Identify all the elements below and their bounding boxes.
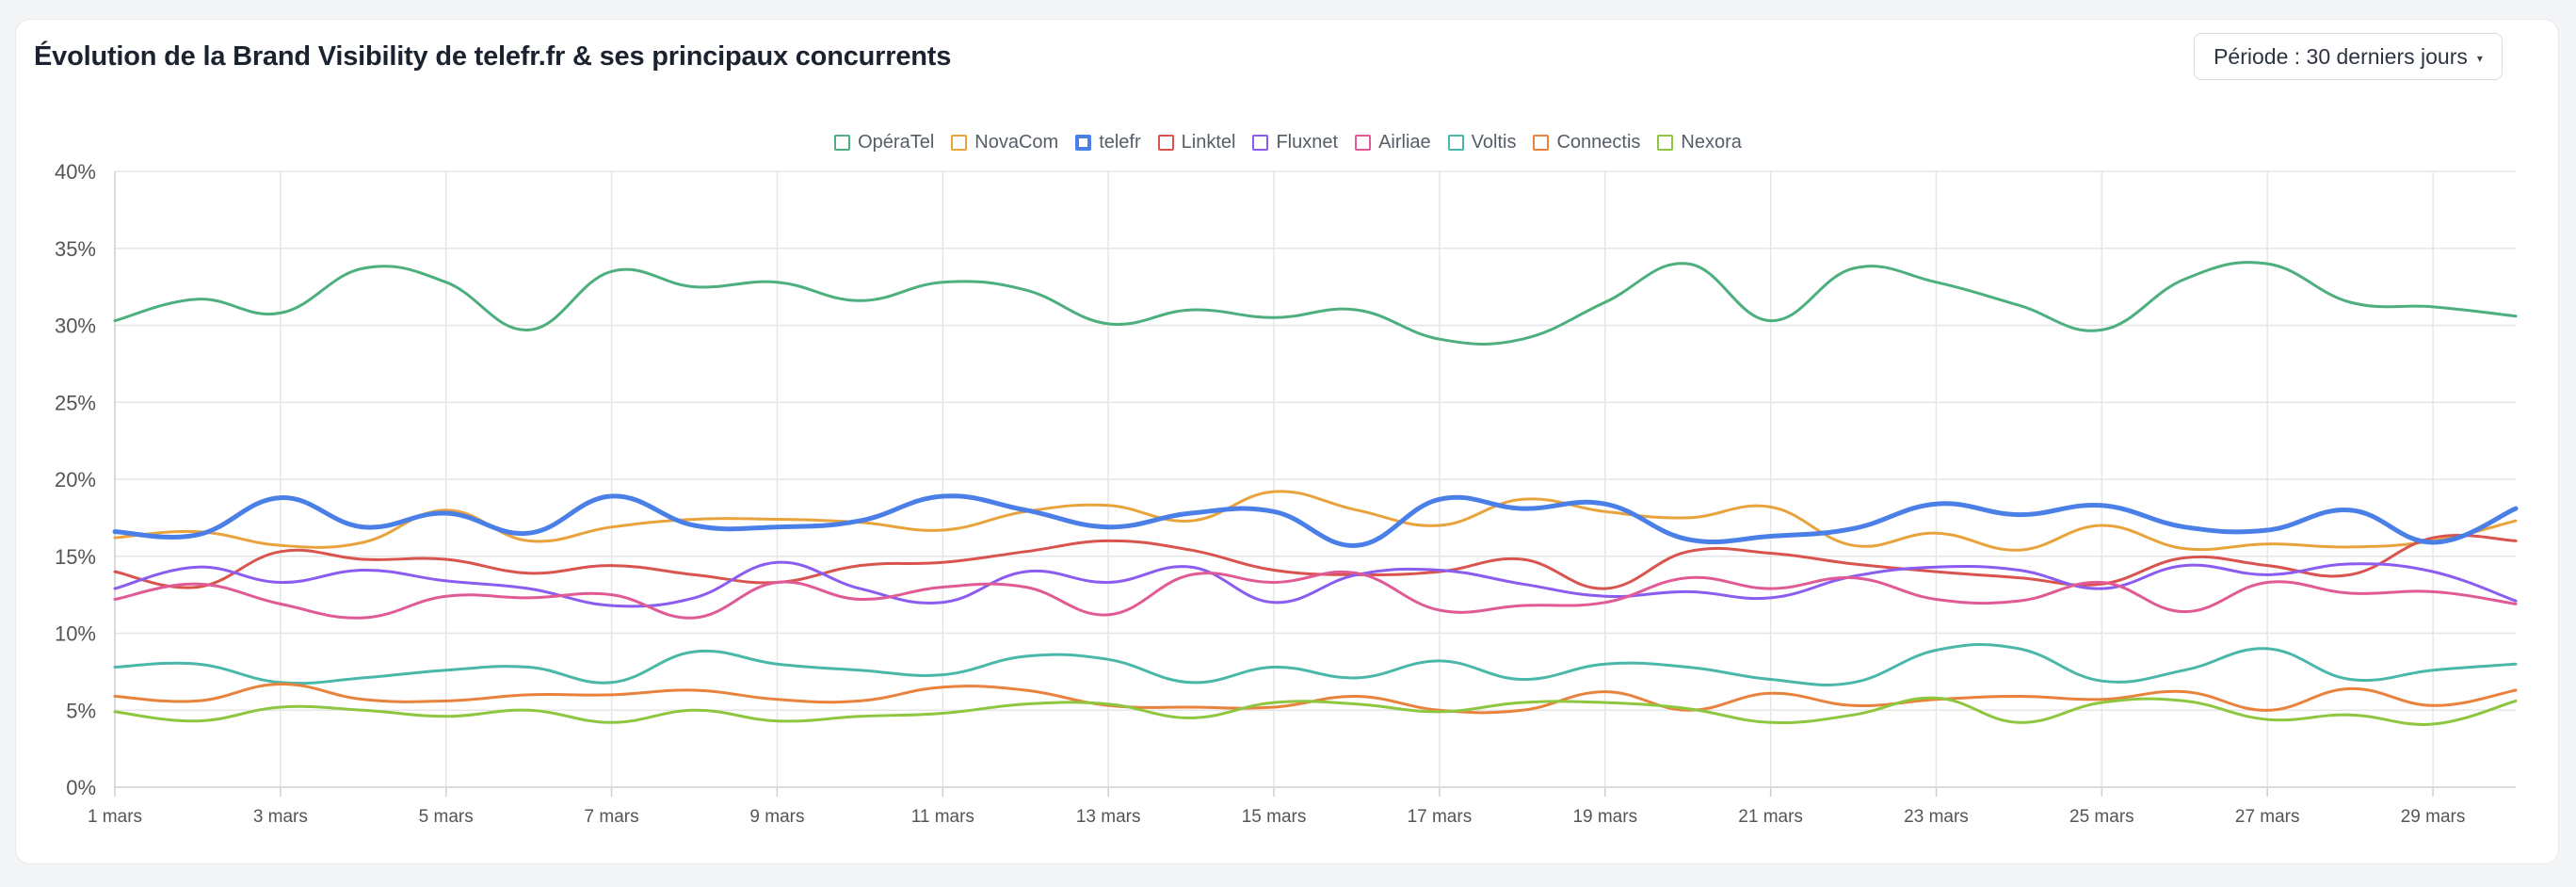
legend-swatch [1657,135,1674,151]
period-dropdown[interactable]: Période : 30 derniers jours ▾ [2194,33,2503,80]
legend-label: NovaCom [974,132,1059,153]
legend-label: Fluxnet [1276,132,1339,153]
legend-item-linktel[interactable]: Linktel [1157,132,1236,153]
series-line-voltis [113,643,2518,686]
legend-item-voltis[interactable]: Voltis [1447,132,1517,153]
legend-label: OpéraTel [858,132,935,153]
legend-swatch [1533,135,1550,151]
y-tick-label: 25% [55,391,96,414]
legend-item-airliae[interactable]: Airliae [1355,132,1431,153]
x-tick-label: 29 mars [2401,807,2466,827]
x-tick-label: 15 mars [1242,807,1307,827]
chevron-down-icon: ▾ [2476,51,2483,65]
legend-label: Airliae [1378,132,1431,153]
y-tick-label: 0% [66,776,96,799]
legend-swatch [1075,135,1092,151]
chart-card [15,19,2559,864]
y-tick-label: 5% [66,699,96,722]
legend-swatch [1355,135,1372,151]
legend-label: Connectis [1556,132,1641,153]
y-tick-label: 10% [55,622,96,646]
series-line-ope-ratel [113,261,2518,346]
x-tick-label: 13 mars [1076,807,1141,827]
series-line-airliae [113,570,2518,620]
series-line-linktel [113,534,2518,590]
legend-item-ope-ratel[interactable]: OpéraTel [834,132,934,153]
chart-title: Évolution de la Brand Visibility de tele… [34,41,952,72]
x-tick-label: 1 mars [88,807,142,827]
x-tick-label: 3 mars [253,807,308,827]
series-line-nexora [113,696,2518,726]
x-tick-label: 5 mars [419,807,474,827]
y-tick-label: 20% [55,468,96,492]
x-tick-label: 9 mars [749,807,804,827]
chart-legend: OpéraTel NovaCom telefr Linktel Fluxnet Airli… [0,132,2576,153]
legend-item-telefr[interactable]: telefr [1075,132,1141,153]
legend-swatch [1252,135,1269,151]
legend-swatch [834,135,851,151]
x-tick-label: 19 mars [1572,807,1637,827]
legend-swatch [951,135,968,151]
x-tick-label: 21 mars [1738,807,1803,827]
y-tick-label: 35% [55,237,96,261]
x-tick-label: 17 mars [1408,807,1473,827]
legend-item-connectis[interactable]: Connectis [1533,132,1640,153]
legend-item-novacom[interactable]: NovaCom [951,132,1058,153]
legend-label: Nexora [1681,132,1742,153]
series-line-fluxnet [113,560,2518,608]
y-tick-label: 30% [55,314,96,338]
x-tick-label: 23 mars [1904,807,1969,827]
x-tick-label: 27 mars [2235,807,2300,827]
legend-label: telefr [1099,132,1141,153]
y-tick-label: 15% [55,545,96,569]
legend-swatch [1157,135,1174,151]
series-line-novacom [113,490,2518,552]
legend-item-nexora[interactable]: Nexora [1657,132,1742,153]
series-line-telefr [112,493,2519,548]
legend-swatch [1447,135,1464,151]
legend-label: Voltis [1471,132,1517,153]
legend-item-fluxnet[interactable]: Fluxnet [1252,132,1338,153]
legend-label: Linktel [1181,132,1236,153]
period-label: Période : 30 derniers jours [2214,43,2468,69]
y-tick-label: 40% [55,160,96,184]
x-tick-label: 25 mars [2069,807,2134,827]
x-tick-label: 11 mars [911,807,974,827]
x-tick-label: 7 mars [585,807,639,827]
